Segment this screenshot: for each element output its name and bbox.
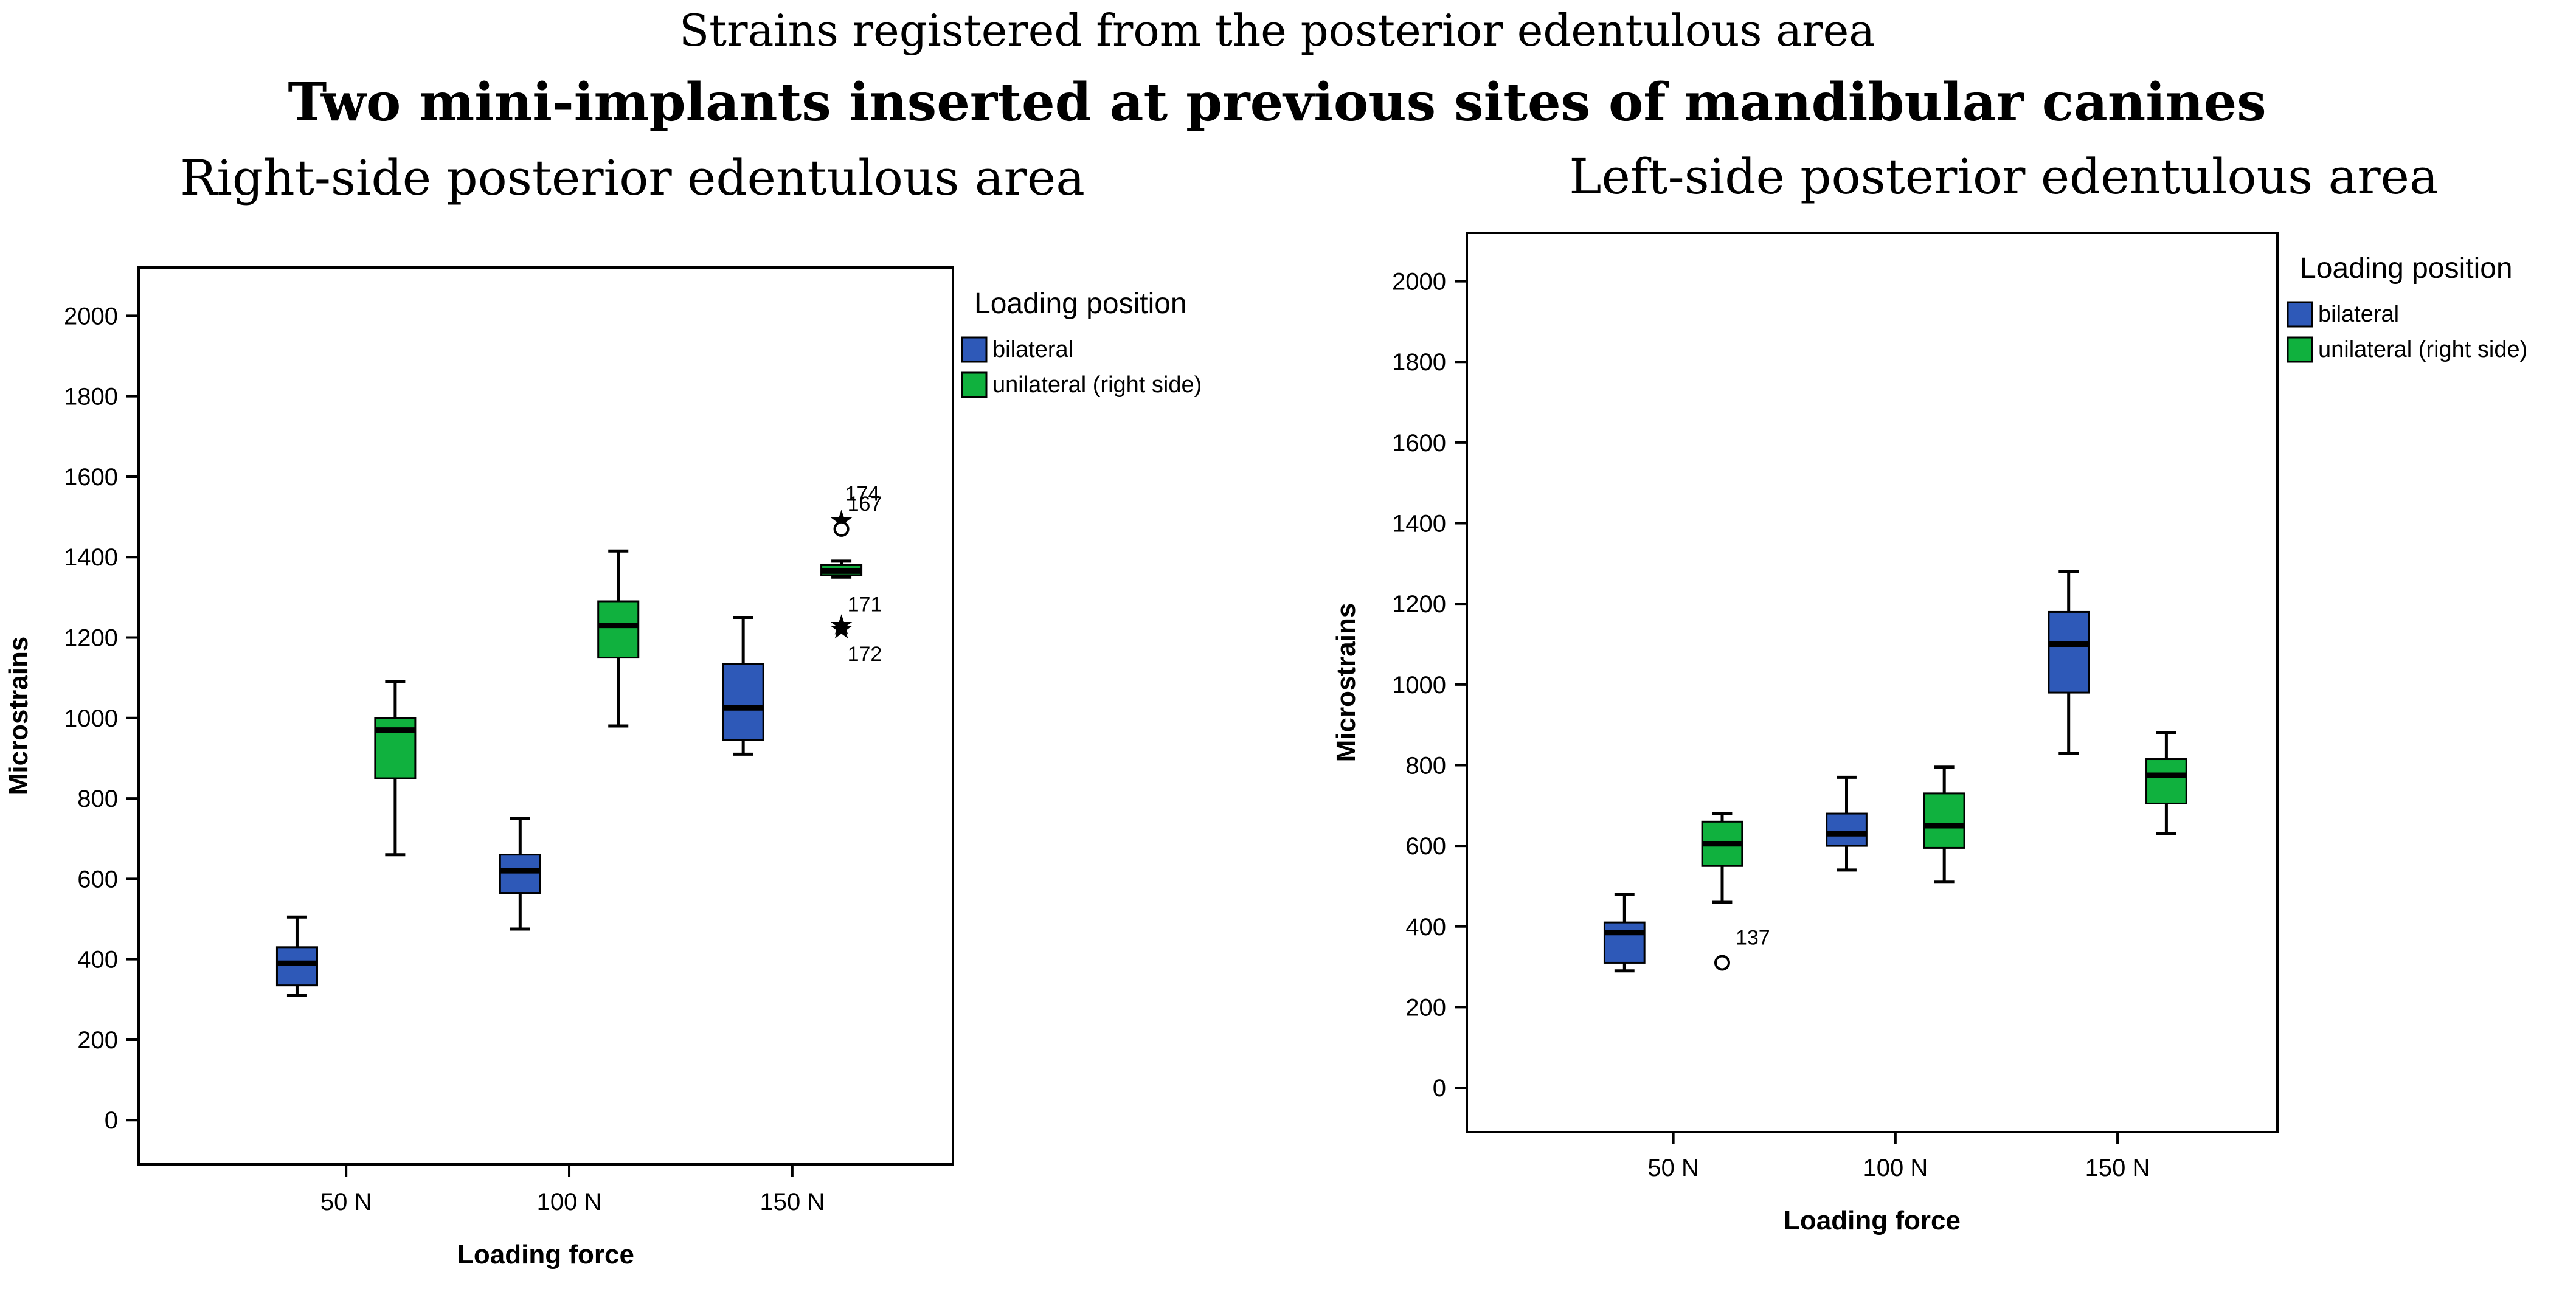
legend-entry: bilateral (2318, 302, 2399, 327)
box-body (2048, 610, 2090, 694)
legend-swatch (2287, 336, 2313, 363)
x-axis-label: Loading force (1784, 1206, 1961, 1235)
x-axis-label: Loading force (457, 1240, 634, 1270)
legend-title: Loading position (2300, 252, 2513, 285)
outlier-label: 137 (1736, 926, 1770, 949)
box-body (722, 663, 764, 741)
box-body (2145, 758, 2187, 804)
outlier-marker: ★ (829, 613, 854, 644)
y-tick-label: 1400 (1392, 511, 1446, 537)
x-tick-label: 150 N (2085, 1155, 2150, 1181)
legend-swatch (961, 336, 988, 363)
x-tick-label: 50 N (1647, 1155, 1699, 1181)
x-tick-label: 50 N (320, 1189, 372, 1215)
box-body (275, 946, 318, 987)
outlier-label: 174 (845, 482, 880, 505)
outlier-label: 171 (848, 593, 882, 616)
y-tick-label: 1600 (64, 464, 118, 491)
plot-frame (137, 266, 954, 1166)
y-tick-label: 1800 (64, 384, 118, 410)
y-tick-label: 2000 (1392, 269, 1446, 295)
box-body (499, 854, 541, 894)
chart-subtitle: Right-side posterior edentulous area (180, 150, 1085, 206)
outlier-marker (833, 520, 850, 537)
box-body (1826, 812, 1868, 847)
y-axis-label: Microstrains (4, 637, 33, 796)
chart-subtitle: Left-side posterior edentulous area (1569, 148, 2438, 205)
y-tick-label: 200 (1405, 994, 1446, 1021)
y-tick-label: 1000 (1392, 672, 1446, 699)
y-tick-label: 1600 (1392, 430, 1446, 457)
y-tick-label: 600 (1405, 833, 1446, 860)
y-tick-label: 800 (1405, 752, 1446, 779)
outlier-marker (1714, 955, 1730, 971)
outlier-label: 172 (848, 643, 882, 666)
box-unilateral-100N (1923, 765, 1965, 884)
legend-title: Loading position (974, 288, 1187, 320)
box-unilateral-50N (1701, 812, 1743, 904)
box-unilateral-100N (597, 549, 640, 728)
box-bilateral-50N (1603, 893, 1646, 973)
box-unilateral-150N (2145, 731, 2187, 835)
legend-entry: unilateral (right side) (2318, 337, 2527, 362)
outlier-marker: ★ (829, 609, 854, 640)
y-tick-label: 1200 (64, 625, 118, 652)
y-tick-label: 1800 (1392, 349, 1446, 376)
y-tick-label: 0 (1433, 1075, 1446, 1102)
box-unilateral-50N (374, 680, 417, 857)
box-bilateral-100N (1826, 775, 1868, 872)
y-tick-label: 200 (77, 1027, 118, 1054)
y-tick-label: 1400 (64, 544, 118, 571)
figure-subtitle: Two mini-implants inserted at previous s… (288, 72, 2266, 133)
box-bilateral-150N (722, 615, 764, 756)
box-unilateral-150N (820, 559, 863, 579)
chart-left-side: Left-side posterior edentulous area 0 200 4… (1331, 148, 2527, 1235)
y-tick-label: 1200 (1392, 591, 1446, 618)
box-bilateral-150N (2048, 570, 2090, 755)
box-body (1923, 792, 1965, 849)
box-body (374, 717, 417, 779)
x-tick-label: 150 N (760, 1189, 825, 1215)
y-axis-label: Microstrains (1331, 603, 1361, 762)
x-tick-label: 100 N (1863, 1155, 1928, 1181)
box-body (1603, 921, 1646, 964)
plot-frame (1466, 232, 2279, 1133)
figure-title: Strains registered from the posterior ed… (679, 5, 1875, 56)
legend-entry: bilateral (992, 337, 1073, 362)
chart-right-side: Right-side posterior edentulous area 0 200… (4, 150, 1202, 1270)
box-bilateral-100N (499, 817, 541, 931)
y-tick-label: 400 (1405, 914, 1446, 941)
y-tick-label: 800 (77, 786, 118, 812)
box-body (597, 600, 640, 659)
y-tick-label: 400 (77, 947, 118, 973)
legend-swatch (2287, 301, 2313, 328)
y-tick-label: 2000 (64, 303, 118, 330)
legend-entry: unilateral (right side) (992, 372, 1202, 398)
legend-swatch (961, 371, 988, 398)
outlier-label: 167 (848, 492, 882, 516)
y-tick-label: 600 (77, 866, 118, 893)
box-bilateral-50N (275, 915, 318, 997)
y-tick-label: 1000 (64, 705, 118, 732)
y-tick-label: 0 (105, 1107, 118, 1134)
x-tick-label: 100 N (537, 1189, 602, 1215)
